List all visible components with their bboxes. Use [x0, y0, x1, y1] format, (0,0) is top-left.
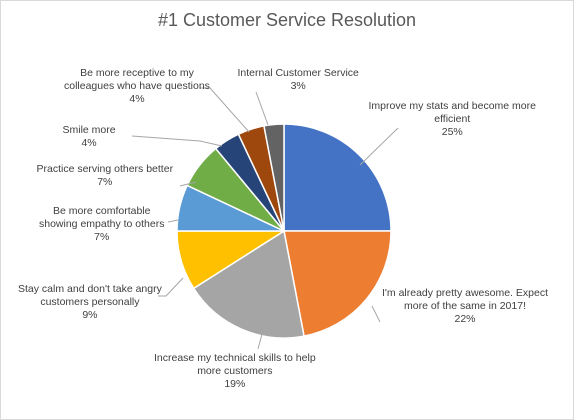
leader-line — [158, 277, 184, 297]
data-label-category: Be more receptive to my — [80, 67, 194, 79]
leader-line — [359, 127, 399, 166]
data-label-value: 22% — [454, 313, 476, 325]
data-label-value: 19% — [224, 378, 246, 390]
data-label: Improve my stats and become more efficien… — [369, 100, 536, 139]
data-label-value: 25% — [441, 126, 463, 138]
leader-line — [167, 219, 179, 223]
data-label-category: Increase my technical skills to help — [154, 352, 316, 364]
data-label-category: showing empathy to others — [39, 218, 165, 230]
leader-line — [371, 305, 381, 323]
data-label-category: Practice serving others better — [36, 163, 174, 175]
data-label: Internal Customer Service 3% — [238, 67, 359, 93]
data-label-value: 4% — [81, 137, 97, 149]
pie-slice — [263, 123, 285, 232]
data-label-category: Internal Customer Service — [237, 67, 359, 79]
pie-slice — [192, 229, 305, 339]
chart-title: #1 Customer Service Resolution — [157, 10, 417, 30]
data-label: Be more comfortable showing empathy to ot… — [39, 205, 165, 244]
data-label-value: 7% — [97, 176, 113, 188]
data-label-category: Stay calm and don't take angry — [18, 283, 162, 295]
data-label-category: I'm already pretty awesome. Expect — [382, 287, 548, 299]
data-label: I'm already pretty awesome. Expect more o… — [382, 287, 548, 326]
leader-line — [257, 333, 263, 350]
leader-line — [131, 135, 223, 147]
data-label-value: 3% — [290, 80, 306, 92]
leader-line — [200, 87, 250, 133]
data-label-category: Improve my stats and become more — [368, 100, 536, 112]
data-label: Practice serving others better 7% — [37, 163, 174, 189]
data-label-category: Smile more — [62, 124, 116, 136]
data-label-value: 7% — [94, 231, 110, 243]
data-label-category: colleagues who have questions — [64, 80, 210, 92]
leader-line — [179, 181, 197, 187]
data-label-category: Be more comfortable — [53, 205, 151, 217]
pie-slice — [283, 123, 392, 232]
data-label: Be more receptive to my colleagues who ha… — [64, 67, 210, 106]
data-label-category: efficient — [434, 113, 471, 125]
leader-line — [255, 91, 269, 126]
data-label-value: 9% — [82, 309, 98, 321]
data-label: Increase my technical skills to help more… — [154, 352, 316, 391]
pie-slice — [283, 230, 392, 337]
data-label-category: more customers — [197, 365, 273, 377]
data-label-category: customers personally — [40, 296, 140, 308]
data-label-value: 4% — [129, 93, 145, 105]
data-label: Stay calm and don't take angry customers … — [18, 283, 162, 322]
data-label-category: more of the same in 2017! — [404, 300, 526, 312]
data-label: Smile more 4% — [63, 124, 116, 150]
